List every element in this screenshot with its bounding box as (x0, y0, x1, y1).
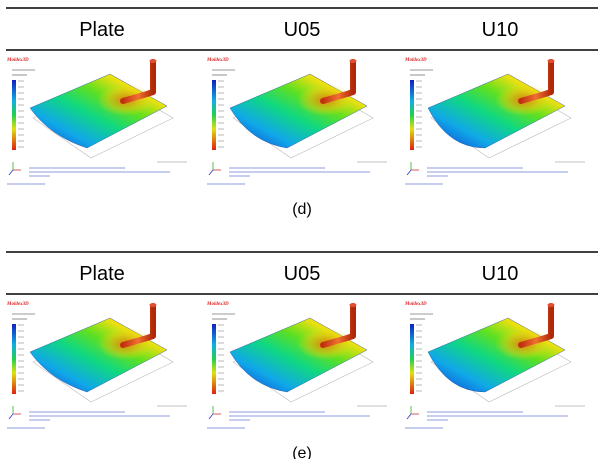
runner (120, 303, 156, 348)
column-header: Plate (79, 19, 125, 41)
software-logo: Moldex3D (404, 302, 427, 307)
panel-caption: (e) (292, 445, 312, 459)
axis-z (406, 413, 412, 420)
column-header: U10 (482, 19, 519, 41)
color-bar (12, 80, 16, 150)
figure-panel: Plate Moldex3D U05 Moldex3D U10 Moldex3D (e) (6, 251, 598, 459)
runner (320, 303, 356, 348)
sprue-top (547, 59, 555, 63)
plate (29, 317, 168, 393)
figure-panel: Plate Moldex3D U05 Moldex3D U10 Moldex3D (d) (6, 7, 598, 218)
axis-z (208, 169, 214, 176)
runner (120, 59, 156, 104)
plate (229, 317, 368, 393)
sprue-top (547, 303, 555, 307)
color-bar (12, 324, 16, 394)
runner (518, 303, 554, 348)
column-header: Plate (79, 263, 125, 285)
axis-z (406, 169, 412, 176)
software-logo: Moldex3D (6, 58, 29, 63)
color-bar (410, 324, 414, 394)
panel-caption: (d) (292, 201, 312, 218)
plate (427, 317, 566, 393)
axis-z (208, 413, 214, 420)
runner (320, 59, 356, 104)
color-bar (410, 80, 414, 150)
software-logo: Moldex3D (206, 58, 229, 63)
sprue-top (349, 303, 357, 307)
software-logo: Moldex3D (206, 302, 229, 307)
runner (518, 59, 554, 104)
plate (427, 73, 566, 149)
column-header: U10 (482, 263, 519, 285)
column-header: U05 (284, 263, 321, 285)
column-header: U05 (284, 19, 321, 41)
plate (29, 73, 168, 149)
software-logo: Moldex3D (6, 302, 29, 307)
plate (229, 73, 368, 149)
axis-z (8, 413, 14, 420)
sprue-top (149, 303, 157, 307)
axis-z (8, 169, 14, 176)
software-logo: Moldex3D (404, 58, 427, 63)
color-bar (212, 80, 216, 150)
sprue-top (349, 59, 357, 63)
sprue-top (149, 59, 157, 63)
color-bar (212, 324, 216, 394)
